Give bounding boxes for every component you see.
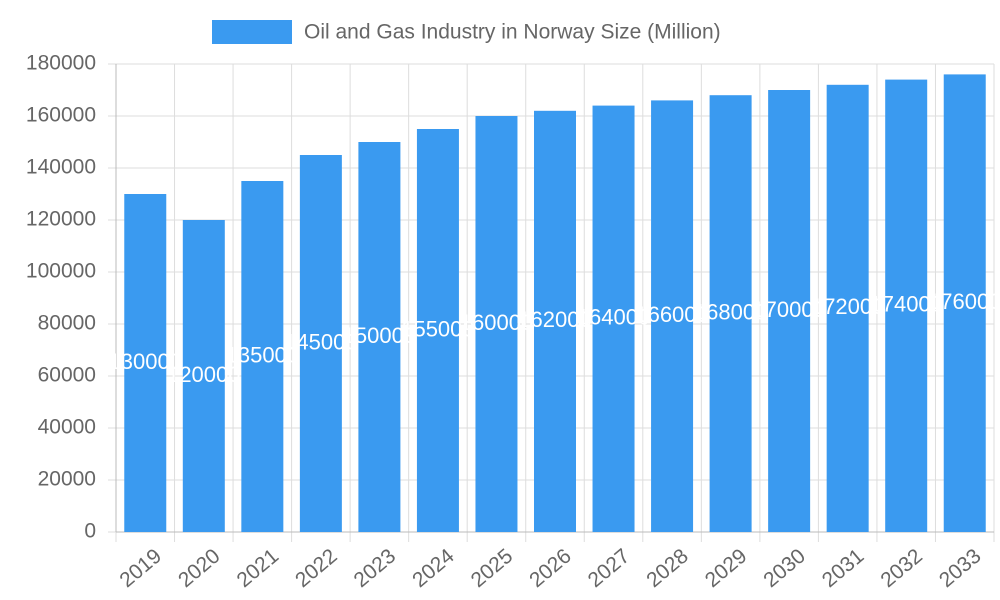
data-label: 164000 — [577, 305, 650, 330]
data-label: 172000 — [811, 294, 884, 319]
data-label: 174000 — [869, 292, 942, 317]
bar — [241, 181, 284, 532]
data-label: 135000 — [226, 342, 299, 367]
x-tick-label: 2033 — [935, 544, 986, 592]
y-tick-label: 140000 — [26, 156, 96, 179]
x-tick-label: 2032 — [876, 544, 927, 592]
bar — [358, 142, 401, 532]
x-tick-label: 2027 — [584, 544, 635, 592]
y-tick-label: 100000 — [26, 260, 96, 283]
x-tick-label: 2019 — [115, 544, 166, 592]
data-label: 170000 — [752, 297, 825, 322]
bar — [124, 194, 167, 532]
x-tick-label: 2025 — [467, 544, 518, 592]
x-tick-label: 2030 — [759, 544, 810, 592]
data-label: 120000 — [167, 362, 240, 387]
data-label: 168000 — [694, 299, 767, 324]
y-tick-label: 80000 — [38, 312, 96, 335]
y-tick-label: 120000 — [26, 208, 96, 231]
y-tick-label: 20000 — [38, 468, 96, 491]
x-tick-label: 2029 — [701, 544, 752, 592]
bar — [182, 220, 225, 532]
x-tick-label: 2021 — [233, 544, 284, 592]
bar — [768, 90, 811, 532]
x-tick-label: 2028 — [642, 544, 693, 592]
data-label: 155000 — [401, 316, 474, 341]
x-tick-label: 2026 — [525, 544, 576, 592]
x-tick-label: 2031 — [818, 544, 869, 592]
data-label: 162000 — [518, 307, 591, 332]
bar — [885, 79, 928, 532]
data-label: 166000 — [635, 302, 708, 327]
data-label: 150000 — [343, 323, 416, 348]
data-label: 130000 — [109, 349, 182, 374]
bar — [416, 129, 459, 532]
bar — [299, 155, 342, 532]
x-tick-label: 2022 — [291, 544, 342, 592]
x-tick-label: 2020 — [174, 544, 225, 592]
y-tick-label: 0 — [84, 520, 96, 543]
bar — [475, 116, 518, 532]
x-tick-label: 2024 — [408, 544, 459, 592]
bar — [651, 100, 694, 533]
bar — [943, 74, 986, 533]
legend-label: Oil and Gas Industry in Norway Size (Mil… — [304, 21, 721, 44]
y-tick-label: 60000 — [38, 364, 96, 387]
data-label: 176000 — [928, 289, 1000, 314]
x-tick-label: 2023 — [350, 544, 401, 592]
y-tick-label: 180000 — [26, 52, 96, 75]
legend-swatch — [212, 20, 292, 44]
bar — [709, 95, 752, 532]
data-label: 160000 — [460, 310, 533, 335]
bar — [534, 110, 576, 533]
bar — [592, 105, 635, 532]
bar — [826, 84, 869, 533]
y-tick-label: 40000 — [38, 416, 96, 439]
data-label: 145000 — [284, 329, 357, 354]
y-tick-label: 160000 — [26, 104, 96, 127]
